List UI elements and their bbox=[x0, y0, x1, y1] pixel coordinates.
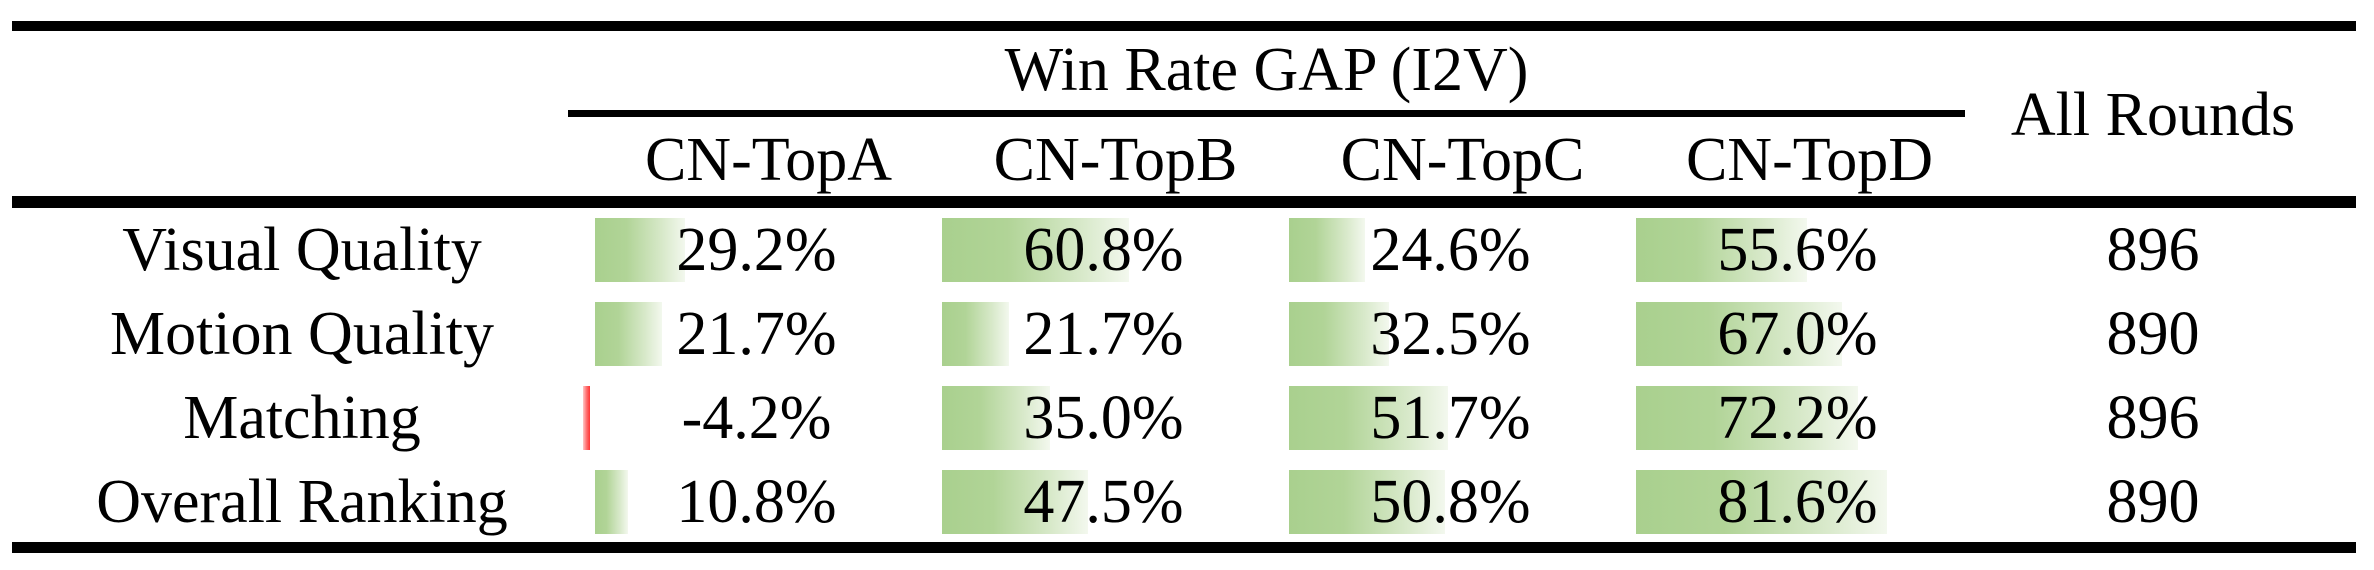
win-rate-value: 47.5% bbox=[1023, 468, 1184, 536]
table-body: Visual Quality 29.2% 60.8% 24.6% 55.6% 896 Mot… bbox=[0, 208, 2374, 544]
win-rate-value: 21.7% bbox=[676, 300, 837, 368]
table-row: Overall Ranking 10.8% 47.5% 50.8% 81.6% 890 bbox=[0, 460, 2374, 544]
win-rate-value: 24.6% bbox=[1370, 216, 1531, 284]
group-header: Win Rate GAP (I2V) bbox=[1004, 36, 1529, 104]
all-rounds-value: 890 bbox=[2106, 300, 2200, 368]
win-rate-value: 35.0% bbox=[1023, 384, 1184, 452]
win-rate-value: 60.8% bbox=[1023, 216, 1184, 284]
win-rate-value: 32.5% bbox=[1370, 300, 1531, 368]
data-bar-positive bbox=[1289, 470, 1445, 534]
table-top-rule bbox=[12, 21, 2356, 31]
data-bar-positive bbox=[1289, 218, 1365, 282]
table-row: Visual Quality 29.2% 60.8% 24.6% 55.6% 896 bbox=[0, 208, 2374, 292]
win-rate-value: 72.2% bbox=[1717, 384, 1878, 452]
win-rate-cell: 32.5% bbox=[1289, 292, 1636, 376]
all-rounds-value: 890 bbox=[2106, 468, 2200, 536]
win-rate-cell: 21.7% bbox=[595, 292, 942, 376]
win-rate-cell: 10.8% bbox=[595, 460, 942, 544]
header-separator-rule bbox=[12, 196, 2356, 208]
win-rate-cell: 67.0% bbox=[1636, 292, 1983, 376]
all-rounds-column-header: All Rounds bbox=[2010, 81, 2296, 149]
win-rate-value: 55.6% bbox=[1717, 216, 1878, 284]
win-rate-cell: 72.2% bbox=[1636, 376, 1983, 460]
data-bar-positive bbox=[942, 470, 1088, 534]
data-bar-positive bbox=[595, 218, 685, 282]
column-header-cn-topd: CN-TopD bbox=[1685, 126, 1934, 194]
win-rate-cell: 29.2% bbox=[595, 208, 942, 292]
group-header-underline-rule bbox=[568, 110, 1965, 117]
win-rate-cell: 24.6% bbox=[1289, 208, 1636, 292]
win-rate-value: 10.8% bbox=[676, 468, 837, 536]
data-bar-positive bbox=[1289, 302, 1389, 366]
win-rate-cell: 60.8% bbox=[942, 208, 1289, 292]
column-header-cn-topb: CN-TopB bbox=[993, 126, 1238, 194]
data-bar-positive bbox=[595, 470, 628, 534]
win-rate-cell: 21.7% bbox=[942, 292, 1289, 376]
table-row: Matching -4.2% 35.0% 51.7% 72.2% 896 bbox=[0, 376, 2374, 460]
win-rate-cell: 47.5% bbox=[942, 460, 1289, 544]
win-rate-cell: 51.7% bbox=[1289, 376, 1636, 460]
row-label: Motion Quality bbox=[109, 300, 495, 368]
data-bar-positive bbox=[942, 218, 1129, 282]
row-label: Matching bbox=[183, 384, 421, 452]
table-row: Motion Quality 21.7% 21.7% 32.5% 67.0% 890 bbox=[0, 292, 2374, 376]
win-rate-cell: 81.6% bbox=[1636, 460, 1983, 544]
row-label: Overall Ranking bbox=[96, 468, 508, 536]
data-bar-positive bbox=[1289, 386, 1448, 450]
win-rate-value: 81.6% bbox=[1717, 468, 1878, 536]
data-bar-positive bbox=[595, 302, 662, 366]
data-bar-positive bbox=[1636, 302, 1842, 366]
win-rate-value: 67.0% bbox=[1717, 300, 1878, 368]
data-bar-positive bbox=[1636, 386, 1858, 450]
data-bar-positive bbox=[1636, 218, 1807, 282]
row-label: Visual Quality bbox=[122, 216, 482, 284]
win-rate-cell: 55.6% bbox=[1636, 208, 1983, 292]
win-rate-value: 50.8% bbox=[1370, 468, 1531, 536]
win-rate-cell: 50.8% bbox=[1289, 460, 1636, 544]
win-rate-value: 51.7% bbox=[1370, 384, 1531, 452]
win-rate-cell: 35.0% bbox=[942, 376, 1289, 460]
win-rate-cell: -4.2% bbox=[583, 376, 942, 460]
data-bar-negative bbox=[583, 386, 590, 450]
column-header-row: CN-TopA CN-TopB CN-TopC CN-TopD bbox=[0, 124, 2374, 196]
win-rate-value: 29.2% bbox=[676, 216, 837, 284]
all-rounds-value: 896 bbox=[2106, 384, 2200, 452]
data-bar-positive bbox=[1636, 470, 1887, 534]
data-bar-positive bbox=[942, 302, 1009, 366]
win-rate-value: 21.7% bbox=[1023, 300, 1184, 368]
column-header-cn-topa: CN-TopA bbox=[644, 126, 893, 194]
table-bottom-rule bbox=[12, 542, 2356, 553]
data-bar-positive bbox=[942, 386, 1050, 450]
all-rounds-value: 896 bbox=[2106, 216, 2200, 284]
column-header-cn-topc: CN-TopC bbox=[1340, 126, 1585, 194]
win-rate-value: -4.2% bbox=[681, 384, 832, 452]
